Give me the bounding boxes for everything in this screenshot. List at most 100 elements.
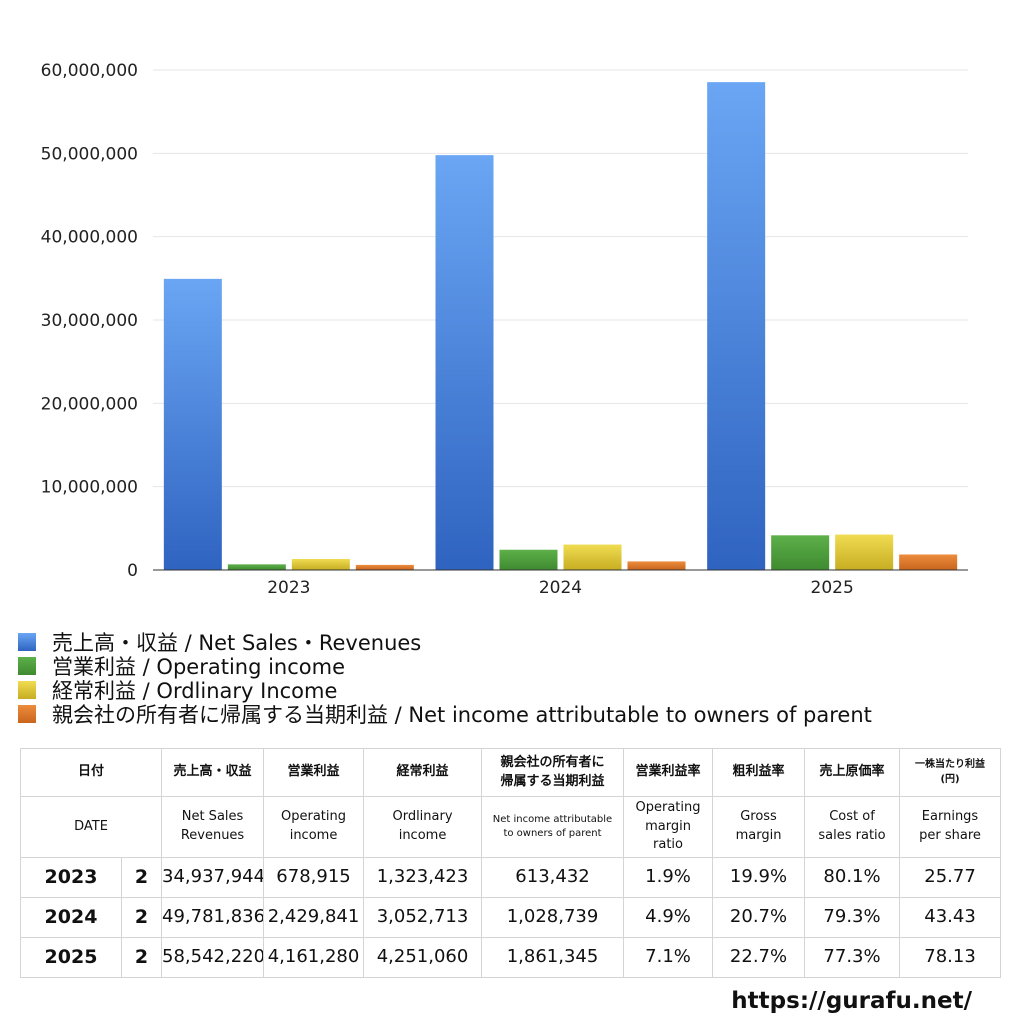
x-tick-label: 2023 <box>267 578 310 598</box>
cell-operating-margin: 4.9% <box>623 897 714 938</box>
legend-label-net-income: 親会社の所有者に帰属する当期利益 / Net income attributab… <box>52 703 872 727</box>
header-operating-income-en-line1: Operating <box>281 809 347 825</box>
header-gross-margin-en-line2: margin <box>735 828 782 843</box>
cell-sales: 49,781,836 <box>161 897 265 938</box>
header-cost-ratio-en: Cost of sales ratio <box>804 796 901 858</box>
header-ordinary-income-jp: 経常利益 <box>363 748 483 797</box>
bar-2023-series-3 <box>355 564 414 570</box>
cell-operating-income: 4,161,280 <box>263 937 365 978</box>
cell-eps: 43.43 <box>899 897 1002 938</box>
bar-2025-series-2 <box>835 534 894 570</box>
cell-year: 2025 <box>20 937 122 978</box>
header-operating-income-en-line2: income <box>289 828 338 843</box>
chart-legend: 売上高・収益 / Net Sales・Revenues 営業利益 / Opera… <box>18 630 1018 727</box>
legend-swatch-net-sales <box>18 633 36 651</box>
cell-cost-ratio: 80.1% <box>804 857 901 898</box>
cell-ordinary-income: 4,251,060 <box>363 937 483 978</box>
header-eps-en: Earnings per share <box>899 796 1002 858</box>
legend-item-operating-income: 営業利益 / Operating income <box>18 654 1018 679</box>
header-cost-ratio-en-line2: sales ratio <box>818 828 886 843</box>
table-header-row-japanese: 日付 売上高・収益 営業利益 経常利益 親会社の所有者に 帰属する当期利益 営業… <box>19 748 1002 797</box>
financial-data-table: 日付 売上高・収益 営業利益 経常利益 親会社の所有者に 帰属する当期利益 営業… <box>19 748 1002 978</box>
cell-cost-ratio: 77.3% <box>804 937 901 978</box>
cell-operating-income: 2,429,841 <box>263 897 365 938</box>
cell-operating-margin: 7.1% <box>623 937 714 978</box>
header-net-income-en: Net income attributable to owners of par… <box>481 796 625 858</box>
y-tick-label: 50,000,000 <box>41 144 138 164</box>
header-operating-income-jp: 営業利益 <box>263 748 365 797</box>
legend-item-net-sales: 売上高・収益 / Net Sales・Revenues <box>18 630 1018 655</box>
bar-2024-series-0 <box>435 155 494 570</box>
legend-swatch-operating-income <box>18 657 36 675</box>
header-sales-en-line1: Net Sales <box>181 809 244 825</box>
header-date-jp: 日付 <box>19 748 163 797</box>
bar-2023-series-1 <box>227 564 286 570</box>
bar-2024-series-2 <box>563 544 622 570</box>
header-sales-jp: 売上高・収益 <box>161 748 265 797</box>
y-tick-label: 30,000,000 <box>41 311 138 331</box>
header-eps-jp-line2: (円) <box>940 773 960 785</box>
header-eps-jp-line1: 一株当たり利益 <box>915 759 986 770</box>
legend-item-ordinary-income: 経常利益 / Ordlinary Income <box>18 678 1018 703</box>
table-row: 2025 2 58,542,220 4,161,280 4,251,060 1,… <box>20 937 1002 978</box>
header-sales-en-line2: Revenues <box>180 828 245 843</box>
header-operating-margin-en-line1: Operating <box>635 799 701 815</box>
header-ordinary-income-en-line1: Ordlinary <box>392 809 453 825</box>
bar-chart: 0 10,000,000 20,000,000 30,000,000 40,000,00… <box>41 61 968 598</box>
bar-2024-series-1 <box>499 549 558 570</box>
legend-label-ordinary-income: 経常利益 / Ordlinary Income <box>52 679 338 703</box>
header-sales-en: Net Sales Revenues <box>161 796 265 858</box>
legend-label-net-sales: 売上高・収益 / Net Sales・Revenues <box>52 631 422 655</box>
legend-swatch-net-income <box>18 705 36 723</box>
cell-cost-ratio: 79.3% <box>804 897 901 938</box>
cell-year: 2023 <box>20 857 122 898</box>
header-ordinary-income-en: Ordlinary income <box>363 796 483 858</box>
header-eps-en-line1: Earnings <box>921 809 979 825</box>
cell-gross-margin: 22.7% <box>712 937 806 978</box>
y-tick-label: 0 <box>127 561 138 581</box>
cell-operating-income: 678,915 <box>263 857 365 898</box>
cell-net-income: 1,028,739 <box>481 897 625 938</box>
header-operating-margin-en: Operating margin ratio <box>623 796 714 858</box>
bar-2025-series-1 <box>771 535 830 570</box>
header-gross-margin-en: Gross margin <box>712 796 806 858</box>
cell-operating-margin: 1.9% <box>623 857 714 898</box>
legend-item-net-income: 親会社の所有者に帰属する当期利益 / Net income attributab… <box>18 702 1018 727</box>
table-row: 2024 2 49,781,836 2,429,841 3,052,713 1,… <box>20 897 1002 938</box>
header-net-income-en-line2: to owners of parent <box>503 828 602 839</box>
cell-ordinary-income: 3,052,713 <box>363 897 483 938</box>
cell-gross-margin: 19.9% <box>712 857 806 898</box>
legend-label-operating-income: 営業利益 / Operating income <box>52 655 346 679</box>
cell-sales: 34,937,944 <box>161 857 265 898</box>
header-eps-en-line2: per share <box>919 828 981 843</box>
header-operating-margin-jp: 営業利益率 <box>623 748 714 797</box>
header-operating-margin-en-line2: margin <box>645 818 691 834</box>
cell-month: 2 <box>120 937 163 978</box>
header-date-en: DATE <box>19 796 163 858</box>
cell-year: 2024 <box>20 897 122 938</box>
site-url[interactable]: https://gurafu.net/ <box>731 988 972 1014</box>
cell-ordinary-income: 1,323,423 <box>363 857 483 898</box>
y-tick-label: 10,000,000 <box>41 478 138 498</box>
x-tick-label: 2024 <box>539 578 582 598</box>
grid-lines <box>153 69 968 488</box>
header-cost-ratio-en-line1: Cost of <box>829 809 875 825</box>
x-axis-tick-labels: 2023 2024 2025 <box>267 578 854 598</box>
header-net-income-jp: 親会社の所有者に 帰属する当期利益 <box>481 748 625 797</box>
header-gross-margin-en-line1: Gross <box>740 809 777 825</box>
y-tick-label: 40,000,000 <box>41 228 138 248</box>
y-tick-label: 60,000,000 <box>41 61 138 81</box>
bars <box>163 82 958 570</box>
cell-sales: 58,542,220 <box>161 937 265 978</box>
bar-2024-series-3 <box>627 561 686 570</box>
cell-eps: 25.77 <box>899 857 1002 898</box>
y-tick-label: 20,000,000 <box>41 394 138 414</box>
bar-2025-series-0 <box>707 82 766 570</box>
cell-month: 2 <box>120 897 163 938</box>
legend-swatch-ordinary-income <box>18 681 36 699</box>
bar-2023-series-2 <box>291 558 350 570</box>
header-gross-margin-jp: 粗利益率 <box>712 748 806 797</box>
header-cost-ratio-jp: 売上原価率 <box>804 748 901 797</box>
y-axis-tick-labels: 0 10,000,000 20,000,000 30,000,000 40,000,00… <box>41 61 138 581</box>
bar-2023-series-0 <box>163 278 222 570</box>
